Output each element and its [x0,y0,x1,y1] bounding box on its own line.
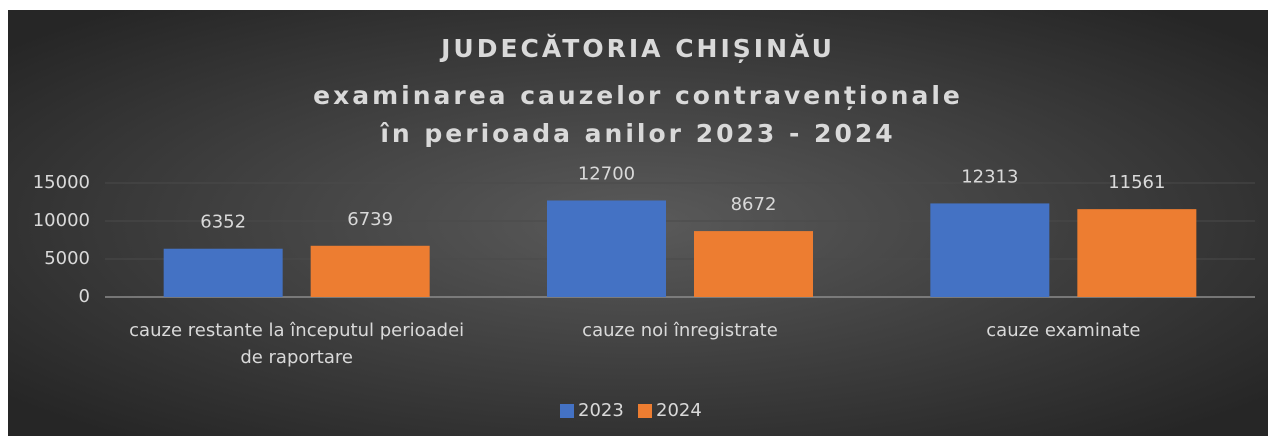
y-tick-label: 0 [79,286,90,307]
y-tick-label: 5000 [44,248,90,269]
bar [310,245,430,297]
bar [163,248,283,297]
value-label: 12700 [578,163,635,184]
value-label: 6352 [200,212,246,233]
y-tick-label: 15000 [33,172,90,193]
legend-swatch [560,404,574,418]
x-tick-label: cauze examinate [986,320,1141,341]
bar [694,231,813,297]
value-label: 11561 [1108,172,1165,193]
chart-title: examinarea cauzelor contravenționale [313,81,963,110]
bar [547,200,666,297]
x-tick-label: cauze restante la începutul perioadei de… [129,320,465,368]
bar [930,203,1050,297]
value-label: 12313 [961,166,1018,187]
bar [1077,209,1197,297]
legend-label: 2023 [578,400,624,421]
chart-title: JUDECĂTORIA CHIȘINĂU [439,33,835,63]
x-tick-label: cauze noi înregistrate [582,320,778,341]
chart-title: în perioada anilor 2023 - 2024 [379,119,895,148]
value-label: 8672 [731,194,777,215]
value-label: 6739 [347,209,393,230]
legend-swatch [638,404,652,418]
legend-label: 2024 [656,400,702,421]
y-tick-label: 10000 [33,210,90,231]
